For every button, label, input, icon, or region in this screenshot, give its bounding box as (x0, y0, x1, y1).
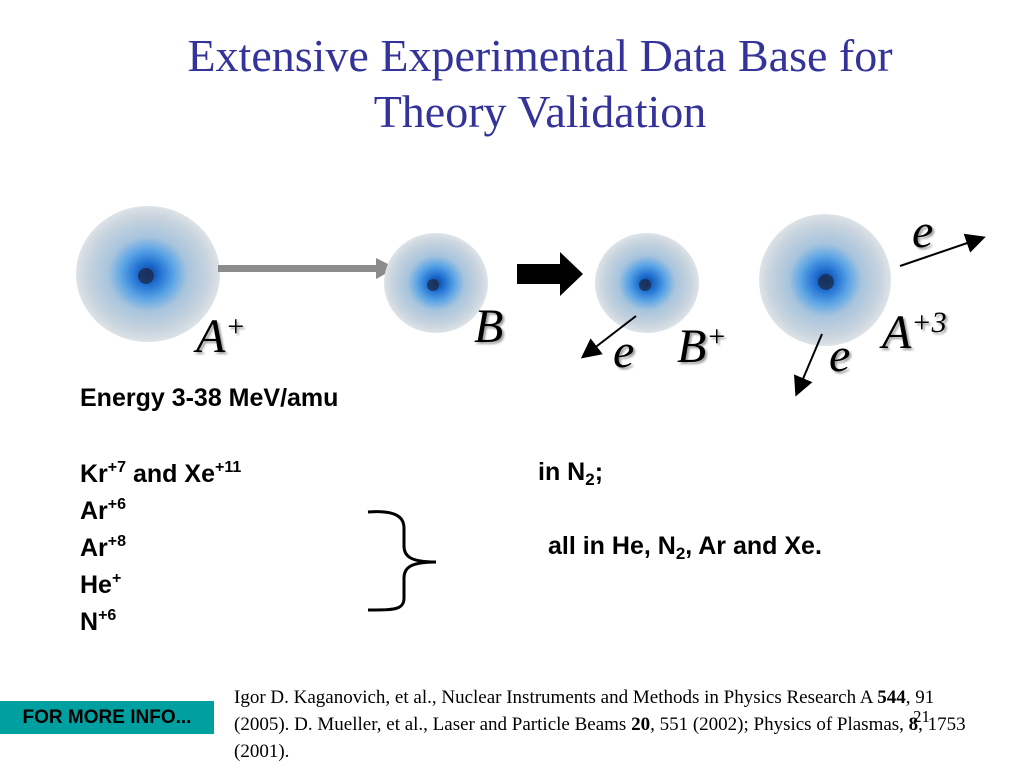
result-arrow-icon (517, 252, 583, 296)
page-number: 21 (913, 707, 930, 726)
label-electron-2: e (912, 205, 934, 258)
target-n2: in N2; (538, 458, 604, 489)
targets-all: all in He, N2, Ar and Xe. (548, 532, 822, 563)
atom-b-icon (384, 233, 488, 333)
energy-range: Energy 3-38 MeV/amu (80, 384, 339, 412)
collision-diagram (76, 206, 986, 397)
title-line-2: Theory Validation (373, 86, 707, 137)
electron-track-1-icon (580, 315, 637, 359)
more-info-button[interactable]: FOR MORE INFO... (0, 701, 214, 734)
ion-ar-6: Ar+6 (80, 496, 127, 525)
electron-track-2-icon (899, 233, 986, 267)
incoming-arrow-icon (218, 258, 396, 279)
ion-kr-xe: Kr+7 and Xe+11 (80, 459, 242, 488)
title-line-1: Extensive Experimental Data Base for (187, 30, 893, 81)
ion-n-6: N+6 (80, 607, 117, 636)
label-a-plus-3: A+3 (882, 306, 947, 359)
label-b-plus: B+ (677, 320, 727, 373)
atom-a3-icon (759, 214, 891, 346)
electron-track-3-icon (794, 333, 823, 397)
atom-a-icon (76, 206, 220, 342)
label-b: B (474, 300, 504, 353)
ion-he: He+ (80, 570, 122, 599)
reference-citation: Igor D. Kaganovich, et al., Nuclear Inst… (234, 687, 966, 762)
brace-icon (367, 510, 437, 612)
label-a-plus: A+ (196, 310, 246, 363)
atom-bplus-icon (595, 233, 699, 333)
label-electron-3: e (829, 329, 851, 382)
ion-ar-8: Ar+8 (80, 533, 127, 562)
slide-title: Extensive Experimental Data Base for The… (100, 28, 980, 140)
label-electron-1: e (613, 325, 635, 378)
